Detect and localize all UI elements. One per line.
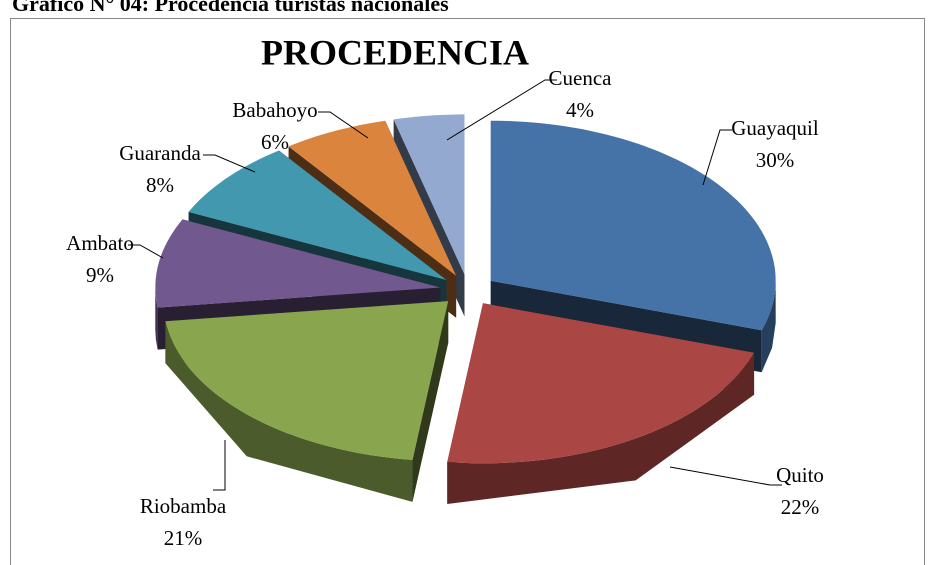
category-label: Babahoyo	[232, 98, 317, 122]
pie	[155, 114, 776, 505]
category-label: Riobamba	[140, 494, 227, 518]
value-label: 30%	[756, 148, 795, 172]
leader-line	[702, 129, 732, 186]
leader-line	[203, 154, 256, 173]
chart-frame	[10, 18, 925, 565]
category-label: Ambato	[66, 231, 134, 255]
slice-side	[155, 287, 158, 350]
leader-line	[213, 440, 226, 491]
value-label: 4%	[566, 98, 594, 122]
value-label: 22%	[781, 495, 820, 519]
labels: Guayaquil 30% Quito 22% Riobamba 21% Ambato 9% G…	[66, 66, 824, 550]
slice	[165, 301, 449, 502]
slice-top	[490, 120, 776, 331]
slice-top	[288, 120, 457, 276]
slice-top	[393, 114, 465, 275]
slice-side	[165, 321, 413, 502]
chart-title: PROCEDENCIA	[261, 32, 529, 72]
category-label: Guaranda	[119, 141, 201, 165]
leader-line	[128, 244, 164, 259]
leader-line	[318, 111, 369, 139]
slice-wall	[412, 301, 449, 502]
slice-top	[447, 303, 755, 464]
category-label: Cuenca	[549, 66, 613, 90]
value-label: 9%	[86, 263, 114, 287]
category-label: Quito	[776, 463, 824, 487]
value-label: 21%	[164, 526, 203, 550]
slice-side	[447, 352, 755, 504]
slice-top	[155, 219, 441, 308]
slice-side	[761, 280, 776, 373]
value-label: 6%	[261, 130, 289, 154]
leader-line	[669, 466, 782, 486]
slice-top	[188, 150, 447, 280]
figure-caption: Gráfico N° 04: Procedencia turistas naci…	[12, 0, 449, 16]
slice-top	[165, 301, 449, 460]
value-label: 8%	[146, 173, 174, 197]
category-label: Guayaquil	[731, 116, 819, 140]
slice	[447, 303, 755, 505]
leader-line	[446, 79, 557, 141]
